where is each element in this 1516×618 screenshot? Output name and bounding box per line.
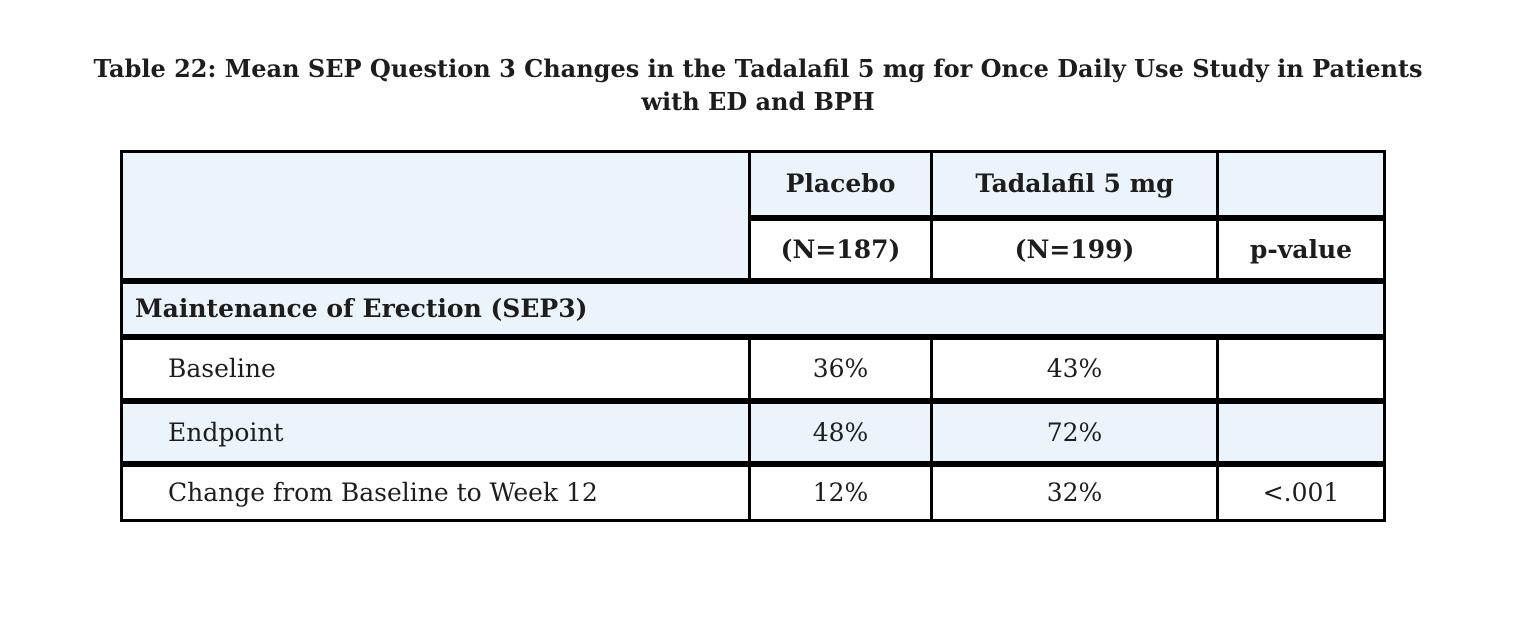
sep3-results-table-container: Placebo Tadalafil 5 mg (N=187) (N=199) p… (120, 150, 1386, 522)
row-label-change: Change from Baseline to Week 12 (120, 460, 751, 522)
cell-change-pvalue: <.001 (1216, 460, 1386, 522)
header-corner-cell (120, 150, 751, 284)
cell-baseline-tadalafil: 43% (930, 333, 1219, 404)
table-row-baseline: Baseline 36% 43% (120, 333, 1386, 404)
cell-endpoint-placebo: 48% (748, 397, 933, 467)
cell-change-placebo: 12% (748, 460, 933, 522)
header-cell-placebo: Placebo (748, 150, 933, 221)
cell-change-tadalafil: 32% (930, 460, 1219, 522)
header-cell-placebo-n: (N=187) (748, 214, 933, 284)
header-cell-tadalafil: Tadalafil 5 mg (930, 150, 1219, 221)
table-row-change: Change from Baseline to Week 12 12% 32% … (120, 460, 1386, 522)
cell-endpoint-tadalafil: 72% (930, 397, 1219, 467)
row-label-baseline: Baseline (120, 333, 751, 404)
table-title-line1: Table 22: Mean SEP Question 3 Changes in… (93, 54, 1423, 83)
section-header-cell: Maintenance of Erection (SEP3) (120, 277, 1386, 340)
header-cell-tadalafil-n: (N=199) (930, 214, 1219, 284)
cell-baseline-placebo: 36% (748, 333, 933, 404)
row-label-endpoint: Endpoint (120, 397, 751, 467)
header-cell-pvalue: p-value (1216, 214, 1386, 284)
cell-baseline-pvalue (1216, 333, 1386, 404)
cell-endpoint-pvalue (1216, 397, 1386, 467)
sep3-results-table: Placebo Tadalafil 5 mg (N=187) (N=199) p… (120, 150, 1386, 522)
table-row-endpoint: Endpoint 48% 72% (120, 397, 1386, 467)
table-title: Table 22: Mean SEP Question 3 Changes in… (0, 52, 1516, 118)
table-title-line2: with ED and BPH (641, 87, 875, 116)
header-cell-empty (1216, 150, 1386, 221)
